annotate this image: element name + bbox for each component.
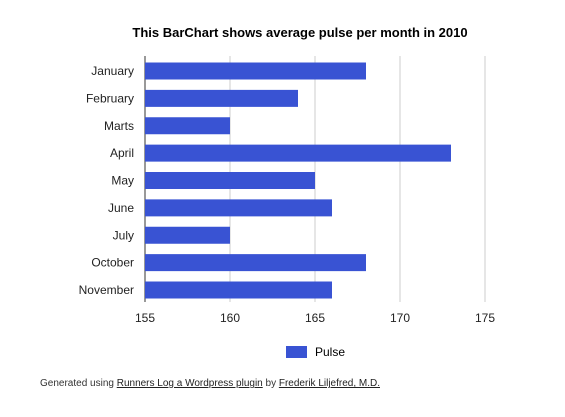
legend-label-pulse: Pulse (315, 345, 345, 359)
legend-swatch-pulse (286, 346, 307, 358)
bar-chart-svg: This BarChart shows average pulse per mo… (79, 25, 496, 359)
category-label: June (108, 201, 134, 215)
category-label: May (111, 174, 134, 188)
bar-june[interactable] (145, 199, 332, 217)
bar-february[interactable] (145, 89, 298, 107)
category-label: January (91, 64, 134, 78)
x-tick-label: 170 (390, 311, 410, 325)
category-label: April (110, 146, 134, 160)
x-tick-label: 155 (135, 311, 155, 325)
bar-january[interactable] (145, 62, 366, 80)
category-label: July (113, 228, 134, 242)
footer-prefix: Generated using (40, 378, 117, 389)
category-label: Marts (104, 119, 134, 133)
plugin-link[interactable]: Runners Log a Wordpress plugin (116, 378, 263, 389)
category-labels: January February Marts April May June July Octo… (79, 64, 135, 297)
x-tick-labels: 155 160 165 170 175 (135, 311, 495, 325)
bars (145, 62, 451, 299)
author-link[interactable]: Frederik Liljefred, M.D. (278, 378, 380, 389)
bar-july[interactable] (145, 226, 230, 244)
x-tick-label: 175 (475, 311, 495, 325)
footer-credit: Generated using Runners Log a Wordpress … (40, 378, 380, 389)
x-tick-label: 165 (305, 311, 325, 325)
legend[interactable]: Pulse (286, 345, 345, 359)
chart-title: This BarChart shows average pulse per mo… (132, 25, 467, 40)
category-label: February (86, 91, 134, 105)
bar-may[interactable] (145, 172, 315, 189)
x-tick-label: 160 (220, 311, 240, 325)
bar-marts[interactable] (145, 117, 230, 135)
footer-middle: by (262, 378, 279, 389)
category-label: October (91, 256, 134, 270)
bar-april[interactable] (145, 144, 451, 162)
bar-november[interactable] (145, 281, 332, 299)
bar-october[interactable] (145, 254, 366, 272)
category-label: November (79, 283, 134, 297)
